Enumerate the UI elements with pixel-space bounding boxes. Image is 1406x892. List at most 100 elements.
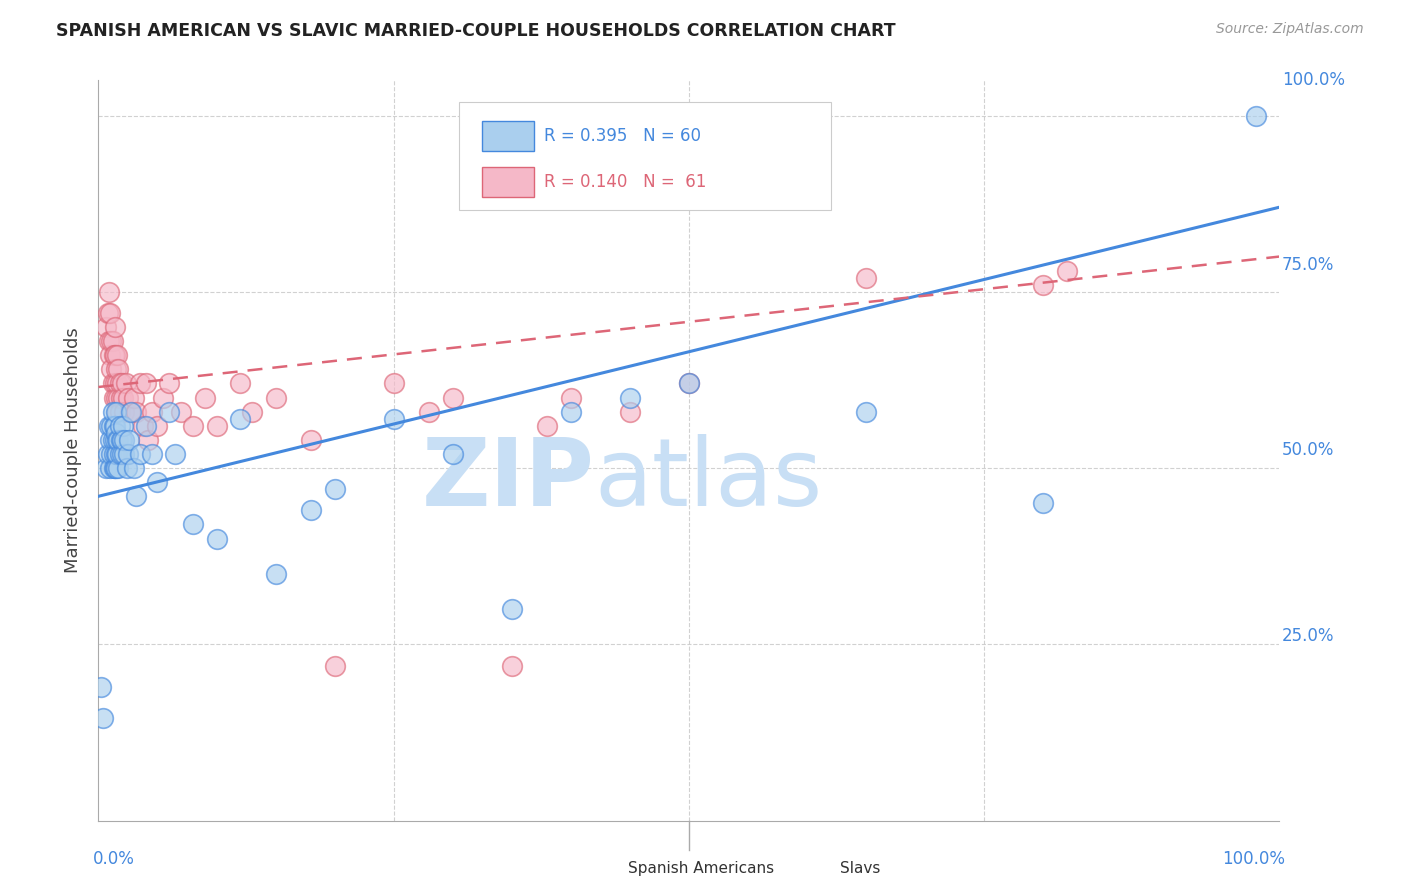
Point [97,306,120,320]
Point [181,517,204,532]
FancyBboxPatch shape [586,856,624,880]
Point [91,711,114,725]
Point [855,405,877,419]
Text: 25.0%: 25.0% [1282,626,1334,645]
Point [157,376,180,391]
Text: 75.0%: 75.0% [1282,256,1334,275]
Text: 100.0%: 100.0% [1222,850,1285,868]
Point [501,658,523,673]
Point [264,566,287,581]
Point [128,447,150,461]
Point [152,391,174,405]
Point [97,447,120,461]
Point [128,376,150,391]
Point [1056,263,1078,277]
Point [112,405,135,419]
Point [111,376,134,391]
Point [560,405,582,419]
Text: Spanish Americans: Spanish Americans [627,861,773,876]
Text: SPANISH AMERICAN VS SLAVIC MARRIED-COUPLE HOUSEHOLDS CORRELATION CHART: SPANISH AMERICAN VS SLAVIC MARRIED-COUPL… [56,22,896,40]
Point [105,376,128,391]
Point [111,447,134,461]
Point [112,418,135,433]
Point [105,405,128,419]
Point [105,425,128,440]
Point [108,376,131,391]
Point [94,320,117,334]
Point [112,447,135,461]
Point [103,418,125,433]
Point [100,418,122,433]
Text: Source: ZipAtlas.com: Source: ZipAtlas.com [1216,22,1364,37]
Point [132,418,155,433]
Point [125,405,148,419]
Point [101,334,124,348]
Point [107,461,129,475]
Point [418,405,440,419]
Point [98,461,121,475]
Point [100,362,122,376]
Point [105,447,128,461]
Point [136,433,159,447]
Point [114,376,136,391]
Point [107,433,129,447]
Point [117,447,139,461]
Point [678,376,700,391]
Point [299,503,322,517]
Point [441,391,464,405]
Point [120,405,142,419]
Point [108,418,131,433]
Point [105,447,128,461]
Point [103,391,125,405]
Point [105,348,128,362]
FancyBboxPatch shape [799,856,837,880]
Point [107,362,129,376]
Point [205,532,228,546]
Point [105,405,128,419]
Text: R = 0.140   N =  61: R = 0.140 N = 61 [544,173,706,191]
Point [115,461,138,475]
Point [264,391,287,405]
Text: ZIP: ZIP [422,434,595,526]
Point [98,285,121,299]
Point [90,680,112,694]
Point [100,447,122,461]
Point [100,334,122,348]
Point [205,418,228,433]
Point [240,405,263,419]
Point [117,391,139,405]
Point [104,348,127,362]
Point [181,418,204,433]
Point [105,433,128,447]
Point [323,658,346,673]
Point [103,348,125,362]
Point [98,348,121,362]
Text: Slavs: Slavs [841,861,880,876]
Point [121,405,143,419]
Point [678,376,700,391]
Point [165,447,187,461]
Point [1032,496,1054,510]
FancyBboxPatch shape [482,121,534,151]
Point [194,391,217,405]
Point [619,405,641,419]
Point [122,391,145,405]
Point [619,391,641,405]
Text: 0.0%: 0.0% [93,850,135,868]
Point [101,405,124,419]
Point [104,320,127,334]
Point [299,433,322,447]
FancyBboxPatch shape [482,168,534,197]
Point [382,376,405,391]
Point [98,433,121,447]
Point [108,447,131,461]
Point [98,306,121,320]
Point [125,489,148,503]
Point [141,405,163,419]
Point [1032,277,1054,292]
FancyBboxPatch shape [458,103,831,210]
Text: 50.0%: 50.0% [1282,442,1334,459]
Point [146,418,169,433]
Point [382,411,405,425]
Point [855,270,877,285]
